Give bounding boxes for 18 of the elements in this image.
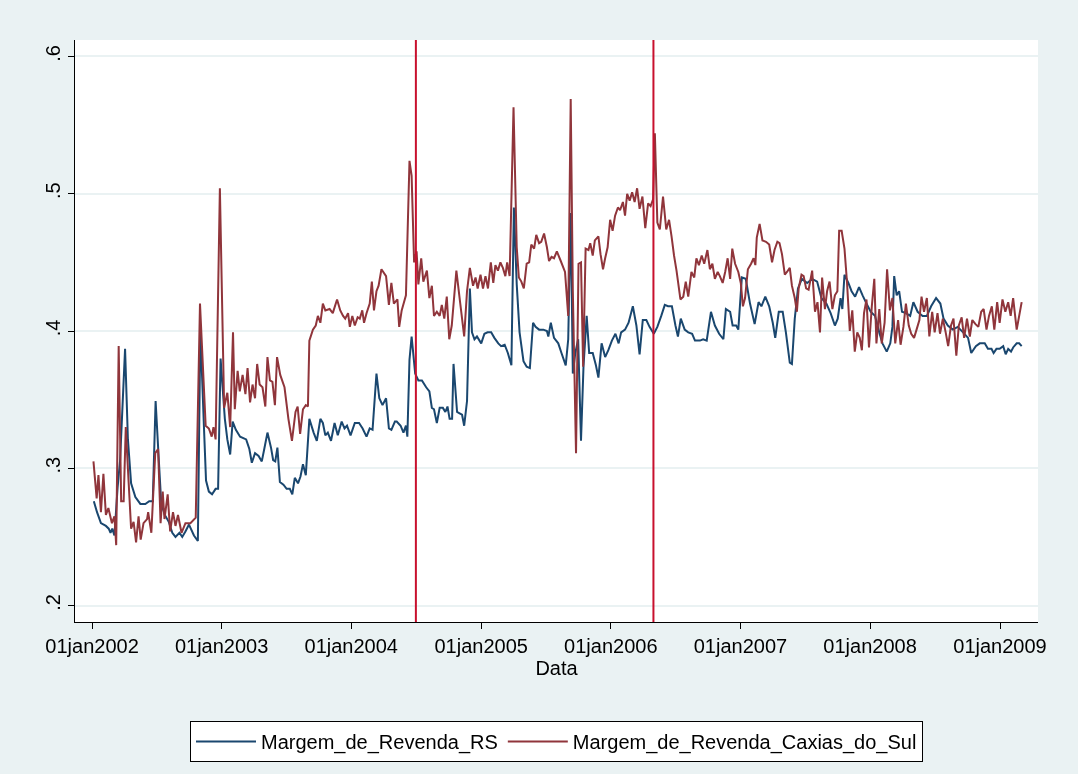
line-series xyxy=(92,98,1023,547)
line-series xyxy=(92,206,1023,543)
legend-label: Margem_de_Revenda_Caxias_do_Sul xyxy=(572,731,917,755)
x-tick-label: 01jan2003 xyxy=(174,635,269,657)
y-tick-label: .4 xyxy=(42,319,64,337)
x-tick-label: 01jan2002 xyxy=(45,635,139,657)
y-tick-label: .6 xyxy=(42,45,64,62)
x-tick-label: 01jan2005 xyxy=(434,635,528,657)
y-tick-label: .3 xyxy=(42,456,64,474)
x-tick-label: 01jan2006 xyxy=(564,635,658,657)
legend-label: Margem_de_Revenda_RS xyxy=(261,731,498,755)
x-tick-label: 01jan2009 xyxy=(953,635,1047,657)
x-axis-title: Data xyxy=(535,657,579,679)
x-tick-label: 01jan2004 xyxy=(304,635,398,657)
x-tick-label: 01jan2007 xyxy=(693,635,788,657)
y-tick-label: .2 xyxy=(42,594,64,611)
y-tick-label: .5 xyxy=(42,182,64,200)
x-tick-label: 01jan2008 xyxy=(823,635,917,657)
